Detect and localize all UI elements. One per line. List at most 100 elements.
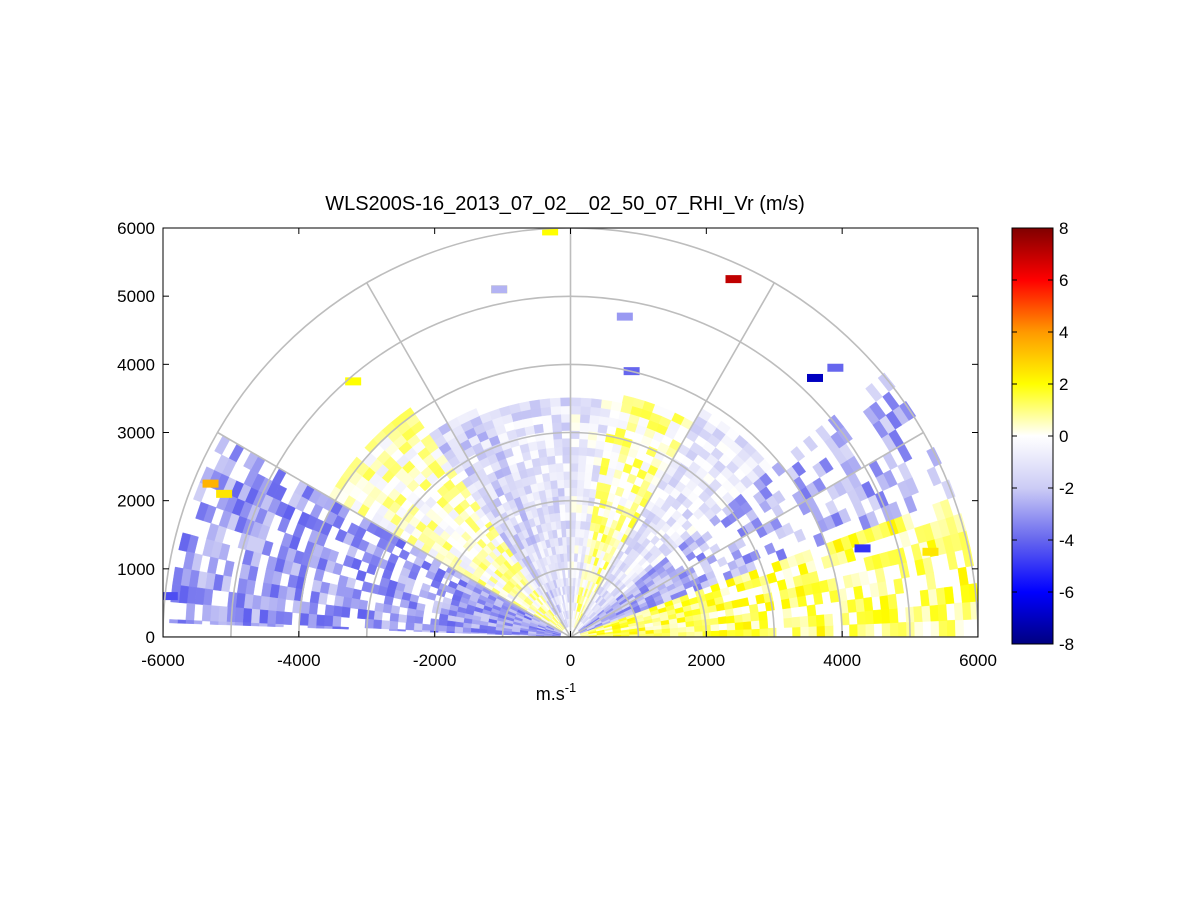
velocity-cell-isolated [726, 275, 742, 283]
velocity-cell [581, 398, 592, 407]
x-tick-label: -6000 [141, 651, 184, 670]
velocity-cell [414, 623, 423, 630]
y-tick-label: 5000 [117, 287, 155, 306]
velocity-cell [740, 598, 750, 607]
velocity-cell [218, 606, 227, 622]
velocity-cell [186, 620, 194, 624]
velocity-cell [591, 399, 602, 408]
velocity-cell [611, 401, 623, 411]
velocity-cell [807, 605, 816, 616]
velocity-cell [808, 615, 817, 626]
velocity-cell [584, 480, 592, 489]
velocity-cell [560, 398, 570, 406]
velocity-cell [447, 621, 456, 627]
velocity-cell [308, 614, 317, 626]
velocity-cell [588, 423, 598, 432]
velocity-cell-isolated [617, 313, 633, 321]
velocity-cell [577, 472, 585, 481]
velocity-cell [571, 471, 578, 479]
velocity-cell [574, 545, 578, 553]
velocity-cell [571, 398, 581, 406]
velocity-cell [735, 622, 744, 630]
velocity-cell [446, 626, 455, 632]
velocity-cell [540, 407, 551, 416]
velocity-cell [561, 406, 571, 414]
velocity-cell [422, 624, 431, 631]
velocity-cell [375, 603, 384, 613]
velocity-cell [576, 504, 582, 513]
velocity-cell [422, 631, 430, 633]
velocity-cell [301, 602, 310, 615]
y-tick-label: 1000 [117, 560, 155, 579]
velocity-cell [586, 456, 595, 465]
velocity-cell [391, 605, 400, 614]
velocity-cell [581, 505, 588, 514]
velocity-cell [559, 504, 565, 513]
velocity-cell [547, 456, 556, 465]
velocity-cell [581, 513, 587, 522]
velocity-cell [210, 621, 218, 625]
velocity-cell [562, 447, 570, 455]
velocity-cell [358, 600, 367, 610]
velocity-cell [300, 613, 309, 625]
velocity-cell-isolated [491, 285, 507, 293]
velocity-cell-isolated [827, 364, 843, 372]
colorbar-tick-label: 0 [1059, 427, 1068, 446]
velocity-cell [792, 627, 800, 637]
velocity-cell [571, 414, 581, 422]
velocity-cell [178, 620, 186, 624]
velocity-cell [571, 447, 579, 455]
y-tick-label: 4000 [117, 355, 155, 374]
velocity-cell [550, 406, 560, 415]
velocity-cell [202, 605, 211, 622]
velocity-cell [406, 623, 415, 631]
velocity-cell [536, 440, 546, 449]
velocity-cell [575, 529, 580, 538]
velocity-cell [454, 632, 462, 633]
x-axis-label: m.s-1 [536, 680, 577, 704]
velocity-cell [888, 594, 898, 609]
velocity-cell [557, 480, 564, 489]
velocity-cell [251, 623, 259, 626]
x-tick-label: 2000 [687, 651, 725, 670]
velocity-cell [587, 439, 596, 448]
velocity-cell [742, 613, 751, 622]
velocity-cell [564, 480, 571, 488]
velocity-cell [389, 629, 397, 631]
velocity-cell [719, 630, 727, 637]
colorbar-tick-label: -2 [1059, 479, 1074, 498]
velocity-cell [577, 480, 584, 489]
velocity-cell [548, 464, 556, 473]
velocity-cell [608, 418, 619, 428]
velocity-cell [276, 598, 286, 612]
velocity-cell [938, 604, 947, 621]
velocity-cell [439, 620, 448, 627]
velocity-cell [718, 616, 727, 624]
velocity-cell [783, 608, 792, 618]
velocity-cell [939, 621, 948, 638]
velocity-cell [734, 614, 743, 622]
x-axis-label-base: m.s [536, 684, 565, 704]
velocity-cell [565, 512, 570, 520]
velocity-cell [487, 630, 495, 634]
velocity-cell [446, 632, 454, 633]
velocity-cell-isolated [922, 548, 938, 556]
velocity-cell [571, 480, 578, 488]
velocity-cell [711, 624, 720, 631]
velocity-cell [583, 488, 590, 497]
velocity-cell [407, 608, 416, 616]
velocity-cell [471, 633, 479, 634]
velocity-cell [564, 488, 571, 496]
velocity-cell [744, 629, 752, 637]
velocity-cell [760, 628, 768, 637]
velocity-cell [487, 633, 495, 634]
velocity-cell [584, 472, 592, 481]
velocity-cell [575, 537, 580, 545]
velocity-cell [579, 439, 588, 448]
velocity-cell [415, 610, 424, 618]
velocity-cell [571, 463, 579, 471]
colorbar-tick-label: 4 [1059, 323, 1068, 342]
